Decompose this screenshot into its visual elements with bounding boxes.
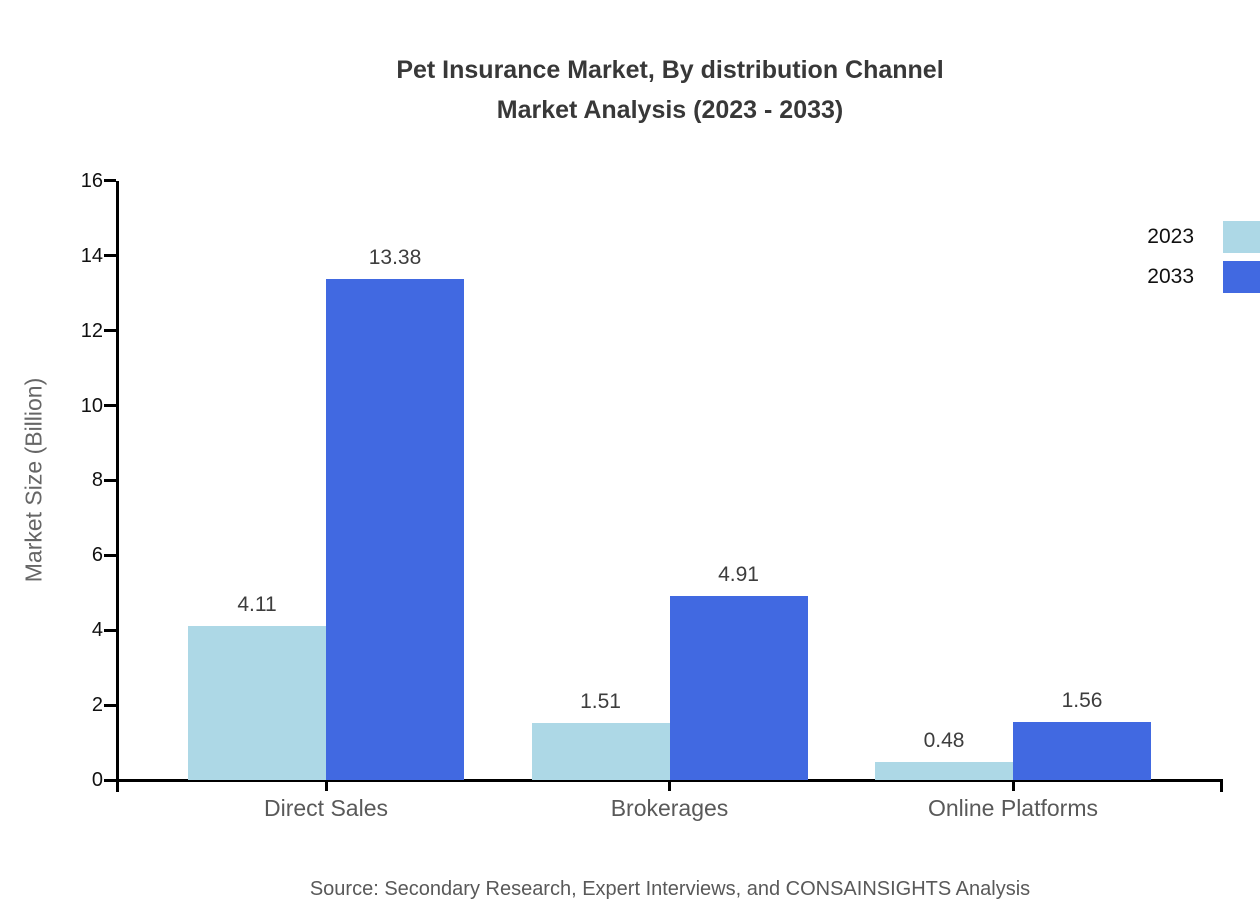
y-tick-label-12: 12 [80, 319, 103, 342]
y-axis-title: Market Size (Billion) [20, 377, 47, 583]
y-tick-label-6: 6 [91, 544, 103, 567]
y-tick-12 [104, 329, 116, 333]
bar-value-label-2033-0: 13.38 [368, 246, 422, 269]
y-tick-label-16: 16 [80, 169, 103, 192]
bar-value-label-2023-0: 4.11 [237, 593, 277, 616]
chart-title-line1: Pet Insurance Market, By distribution Ch… [396, 56, 944, 84]
legend: 2023 2033 [1147, 217, 1260, 297]
chart-title-line2: Market Analysis (2023 - 2033) [496, 96, 844, 124]
x-category-label-2: Online Platforms [927, 795, 1098, 821]
x-tick-0 [324, 780, 328, 791]
x-tick-1 [668, 780, 671, 791]
y-tick-label-14: 14 [80, 244, 103, 267]
legend-row-2023: 2023 [1147, 217, 1260, 257]
y-tick-14 [104, 254, 116, 258]
y-tick-10 [104, 404, 116, 408]
legend-label-2033: 2033 [1147, 265, 1194, 288]
bar-2023-brokerages [531, 723, 670, 780]
bar-2033-brokerages [669, 596, 808, 780]
y-tick-16 [104, 179, 116, 183]
x-category-label-1: Brokerages [610, 795, 729, 821]
x-axis-end-tick [1220, 779, 1223, 792]
y-tick-0 [104, 778, 116, 782]
bar-2023-direct-sales [188, 626, 326, 780]
y-tick-label-2: 2 [91, 694, 103, 717]
y-tick-label-8: 8 [91, 469, 103, 492]
legend-swatch-2023-icon [1223, 221, 1260, 253]
source-note: Source: Secondary Research, Expert Inter… [309, 878, 1031, 900]
bar-value-label-2023-1: 1.51 [580, 690, 621, 713]
y-tick-label-4: 4 [91, 619, 103, 642]
bar-value-label-2033-2: 1.56 [1061, 689, 1103, 712]
bar-2033-online-platforms [1013, 722, 1151, 780]
legend-label-2023: 2023 [1147, 225, 1194, 248]
y-tick-2 [104, 703, 116, 707]
y-axis-line [116, 181, 119, 792]
bar-2033-direct-sales [326, 279, 464, 780]
bar-value-label-2023-2: 0.48 [923, 729, 965, 752]
y-tick-4 [104, 628, 116, 632]
y-tick-label-0: 0 [91, 769, 103, 791]
chart-title: Pet Insurance Market, By distribution Ch… [118, 50, 1222, 130]
bar-value-label-2033-1: 4.91 [718, 563, 759, 586]
legend-swatch-2033-icon [1223, 261, 1260, 293]
x-tick-2 [1011, 780, 1015, 791]
y-tick-8 [104, 478, 116, 482]
x-category-label-0: Direct Sales [264, 795, 388, 821]
y-tick-6 [104, 553, 116, 557]
legend-row-2033: 2033 [1147, 257, 1260, 297]
y-tick-label-10: 10 [80, 394, 103, 417]
bar-2023-online-platforms [875, 762, 1013, 780]
